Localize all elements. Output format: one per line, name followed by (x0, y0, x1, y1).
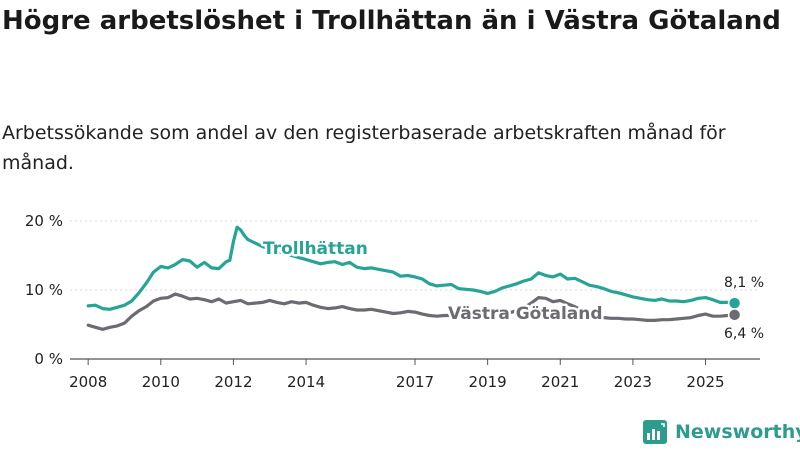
brand: Newsworthy (643, 420, 800, 444)
series-line-trollhattan (86, 225, 737, 311)
y-tick-label: 0 % (34, 350, 63, 368)
chart-title: Högre arbetslöshet i Trollhättan än i Vä… (2, 6, 781, 36)
x-tick-label: 2014 (287, 373, 325, 391)
x-tick-label: 2025 (686, 373, 724, 391)
brand-name: Newsworthy (675, 421, 800, 443)
x-tick-label: 2019 (469, 373, 507, 391)
y-tick-label: 10 % (25, 281, 63, 299)
series-label-vastra-gotaland: Västra Götaland (448, 304, 603, 324)
series-end-marker (727, 296, 742, 310)
newsworthy-logo-icon (643, 420, 667, 444)
series-end-marker (727, 308, 742, 322)
chart-subtitle: Arbetssökande som andel av den registerb… (2, 122, 726, 174)
x-tick-label: 2021 (541, 373, 579, 391)
series-line-vastra-gotaland (86, 292, 737, 331)
x-tick-label: 2012 (214, 373, 252, 391)
y-tick-label: 20 % (25, 212, 63, 230)
x-tick-label: 2008 (69, 373, 107, 391)
x-tick-label: 2023 (614, 373, 652, 391)
x-tick-label: 2017 (396, 373, 434, 391)
end-label-vastra-gotaland: 6,4 % (724, 326, 764, 342)
x-tick-label: 2010 (142, 373, 180, 391)
series-label-trollhattan: Trollhättan (263, 239, 368, 259)
end-label-trollhattan: 8,1 % (724, 275, 764, 291)
